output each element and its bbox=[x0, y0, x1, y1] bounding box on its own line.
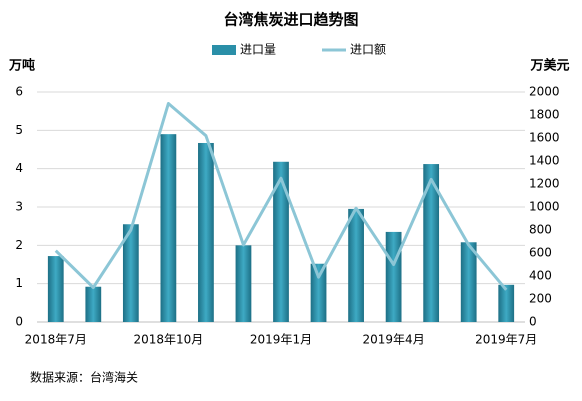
bar bbox=[348, 208, 364, 322]
y-tick-label: 2 bbox=[15, 238, 23, 252]
y2-axis-label: 万美元 bbox=[529, 58, 569, 74]
y-tick-label: 5 bbox=[15, 123, 23, 137]
x-tick-label: 2019年4月 bbox=[363, 333, 425, 347]
y2-tick-label: 0 bbox=[529, 315, 537, 329]
y2-tick-label: 1600 bbox=[529, 131, 560, 145]
x-tick-label: 2019年1月 bbox=[250, 333, 312, 347]
bar bbox=[122, 224, 139, 322]
legend-label: 进口额 bbox=[350, 43, 386, 57]
y-axis-label: 万吨 bbox=[8, 58, 35, 74]
y2-tick-label: 2000 bbox=[529, 85, 560, 99]
chart-title: 台湾焦炭进口趋势图 bbox=[223, 11, 358, 29]
bar bbox=[47, 256, 64, 322]
bar bbox=[498, 284, 515, 322]
bar bbox=[310, 263, 327, 322]
y2-tick-label: 1200 bbox=[529, 177, 560, 191]
y-tick-label: 6 bbox=[15, 85, 23, 99]
source: 数据来源：台湾海关 bbox=[30, 370, 138, 385]
bar bbox=[160, 134, 177, 322]
bar bbox=[385, 231, 402, 322]
y2-tick-label: 800 bbox=[529, 223, 552, 237]
y-tick-label: 4 bbox=[15, 161, 23, 175]
y2-tick-label: 1800 bbox=[529, 108, 560, 122]
y-tick-label: 1 bbox=[15, 276, 23, 290]
bar bbox=[235, 245, 252, 322]
y-tick-label: 3 bbox=[15, 200, 23, 214]
y-tick-label: 0 bbox=[15, 315, 23, 329]
bar bbox=[273, 161, 289, 322]
y2-tick-label: 1400 bbox=[529, 154, 560, 168]
y2-tick-label: 200 bbox=[529, 292, 552, 306]
bar bbox=[423, 164, 440, 322]
legend-label: 进口量 bbox=[240, 43, 276, 57]
x-tick-label: 2018年10月 bbox=[133, 333, 203, 347]
x-tick-label: 2018年7月 bbox=[25, 333, 87, 347]
bar bbox=[460, 242, 477, 322]
x-tick-label: 2019年7月 bbox=[475, 333, 537, 347]
legend-swatch bbox=[212, 45, 236, 55]
bar bbox=[198, 142, 214, 322]
bar bbox=[85, 286, 102, 322]
line bbox=[54, 102, 508, 291]
y2-tick-label: 1000 bbox=[529, 200, 560, 214]
y2-tick-label: 400 bbox=[529, 269, 552, 283]
y2-tick-label: 600 bbox=[529, 246, 552, 260]
